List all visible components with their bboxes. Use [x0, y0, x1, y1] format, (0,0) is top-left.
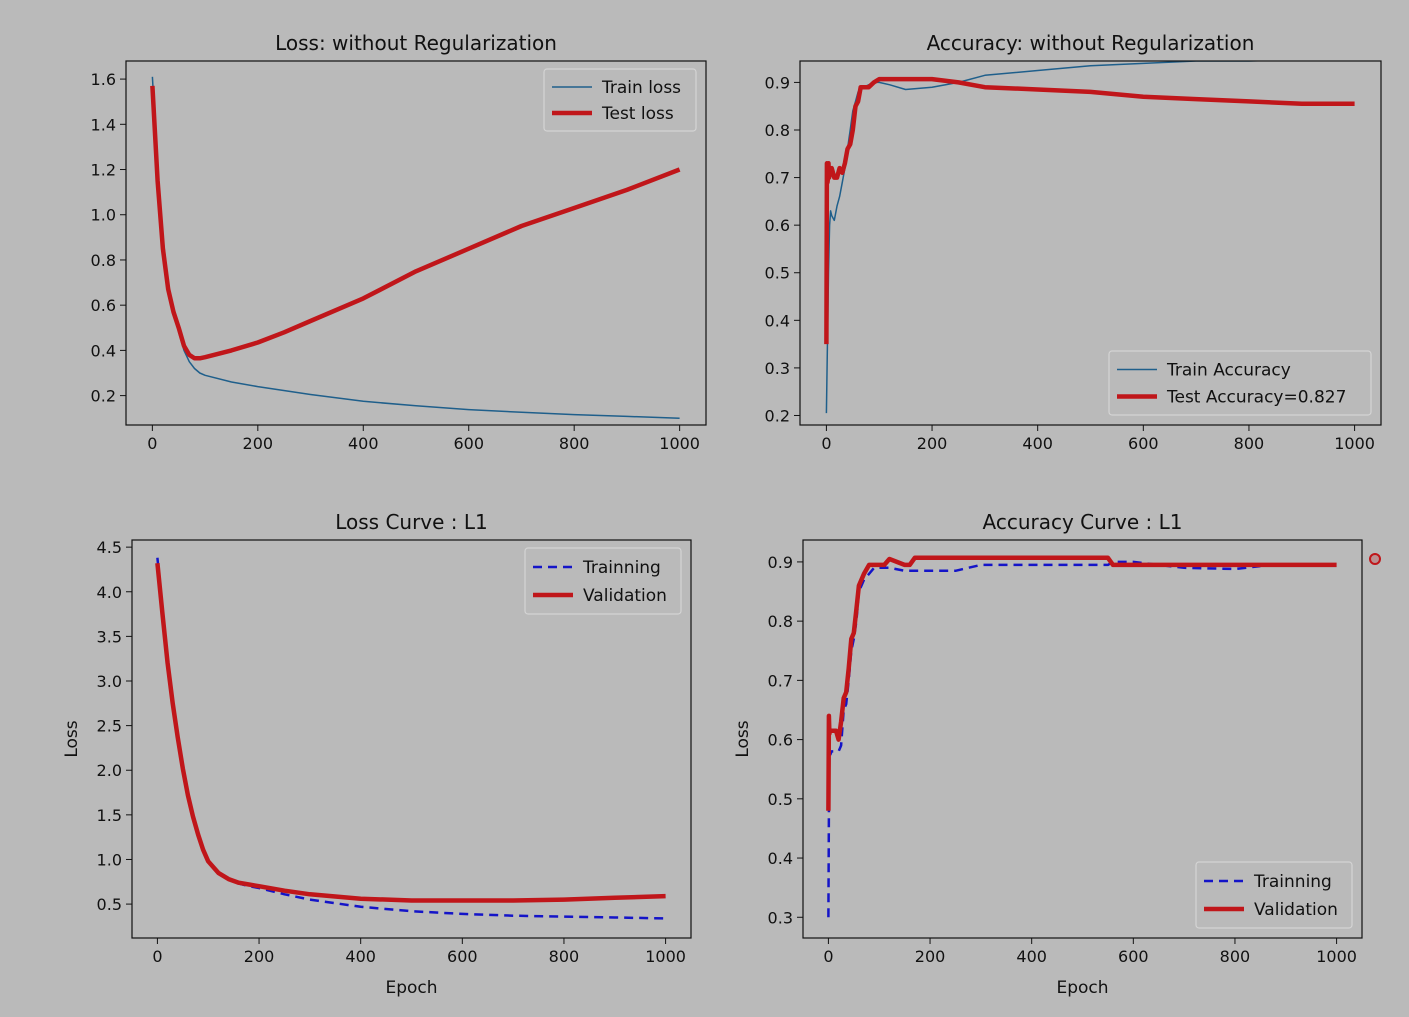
- y-tick-label: 0.8: [765, 121, 790, 140]
- y-tick-label: 0.8: [768, 612, 793, 631]
- x-tick-label: 1000: [645, 947, 686, 966]
- x-tick-label: 0: [821, 434, 831, 453]
- plot-area: [155, 557, 666, 920]
- x-tick-label: 200: [917, 434, 948, 453]
- chart-1: Loss: without Regularization 0 200 400 600 80…: [91, 31, 707, 453]
- x-tick-label: 1000: [659, 434, 700, 453]
- chart-2: Accuracy: without Regularization 0 200 400 6…: [765, 31, 1382, 453]
- x-tick-label: 600: [1118, 947, 1149, 966]
- y-axis-label: Loss: [62, 720, 82, 757]
- y-tick-label: 3.0: [97, 672, 122, 691]
- legend-box: [1108, 350, 1372, 416]
- x-tick-label: 600: [453, 434, 484, 453]
- y-tick-label: 0.3: [768, 908, 793, 927]
- y-tick-label: 0.4: [91, 341, 116, 360]
- y-tick-label: 0.4: [768, 849, 793, 868]
- y-tick-label: 1.0: [91, 206, 116, 225]
- y-tick-label: 0.9: [765, 73, 790, 92]
- y-tick-label: 0.2: [765, 406, 790, 425]
- x-tick-label: 400: [345, 947, 376, 966]
- chart-title: Accuracy: without Regularization: [927, 31, 1255, 55]
- y-tick-label: 0.7: [765, 169, 790, 188]
- x-tick-label: 1000: [1316, 947, 1357, 966]
- x-tick-label: 200: [243, 434, 274, 453]
- legend-label: Test Accuracy=0.827: [1166, 388, 1346, 408]
- x-tick-label: 600: [1128, 434, 1159, 453]
- y-tick-label: 0.5: [97, 895, 122, 914]
- y-tick-label: 4.0: [97, 583, 122, 602]
- legend: Trainning Validation: [524, 547, 682, 615]
- series-line-2: [826, 555, 1337, 811]
- y-tick-label: 1.0: [97, 850, 122, 869]
- series-line-2: [155, 562, 666, 903]
- x-tick-label: 0: [823, 947, 833, 966]
- chart-4: Accuracy Curve : L1 0 200 400 600 800 1000 0.3 0…: [733, 510, 1363, 998]
- x-tick-label: 0: [152, 947, 162, 966]
- y-tick-label: 0.4: [765, 311, 790, 330]
- y-tick-label: 0.3: [765, 359, 790, 378]
- chart-title: Loss: without Regularization: [275, 31, 557, 55]
- legend-label: Train loss: [601, 78, 681, 98]
- legend-label: Train Accuracy: [1166, 361, 1291, 381]
- plot-frame: [131, 539, 692, 939]
- cursor-indicator: [1369, 553, 1381, 565]
- y-tick-label: 1.2: [91, 161, 116, 180]
- y-tick-label: 2.0: [97, 761, 122, 780]
- legend-label: Validation: [1254, 900, 1338, 920]
- plot-area: [150, 76, 681, 419]
- series-line-2: [150, 85, 681, 361]
- x-tick-label: 400: [1016, 947, 1047, 966]
- legend: Trainning Validation: [1195, 861, 1353, 929]
- y-tick-label: 0.7: [768, 671, 793, 690]
- plot-area: [824, 61, 1355, 414]
- chart-title: Accuracy Curve : L1: [983, 510, 1183, 534]
- x-axis-label: Epoch: [385, 978, 437, 998]
- y-tick-label: 0.6: [765, 216, 790, 235]
- x-tick-label: 0: [147, 434, 157, 453]
- plot-frame: [802, 539, 1363, 939]
- y-tick-label: 3.5: [97, 627, 122, 646]
- series-line-2: [824, 76, 1355, 345]
- x-tick-label: 200: [244, 947, 275, 966]
- x-axis-label: Epoch: [1056, 978, 1108, 998]
- legend-label: Trainning: [582, 558, 661, 578]
- x-tick-label: 800: [559, 434, 590, 453]
- legend-box: [524, 547, 682, 615]
- legend-box: [1195, 861, 1353, 929]
- x-tick-label: 800: [1234, 434, 1265, 453]
- legend-label: Trainning: [1253, 872, 1332, 892]
- x-tick-label: 800: [549, 947, 580, 966]
- y-tick-label: 1.5: [97, 806, 122, 825]
- y-tick-label: 0.2: [91, 387, 116, 406]
- plot-area: [826, 555, 1337, 918]
- legend: Train Accuracy Test Accuracy=0.827: [1108, 350, 1372, 416]
- chart-title: Loss Curve : L1: [335, 510, 488, 534]
- y-tick-label: 1.4: [91, 115, 116, 134]
- x-tick-label: 600: [447, 947, 478, 966]
- legend-label: Test loss: [601, 104, 674, 124]
- x-tick-label: 400: [1022, 434, 1053, 453]
- x-tick-label: 1000: [1334, 434, 1375, 453]
- legend-box: [543, 68, 697, 132]
- y-tick-label: 0.6: [768, 731, 793, 750]
- y-tick-label: 0.5: [765, 264, 790, 283]
- legend: Train loss Test loss: [543, 68, 697, 132]
- x-tick-label: 800: [1220, 947, 1251, 966]
- chart-3: Loss Curve : L1 0 200 400 600 800 1000 0.5 1.0 1.…: [62, 510, 692, 998]
- y-tick-label: 0.8: [91, 251, 116, 270]
- plot-frame: [799, 60, 1382, 426]
- x-tick-label: 200: [915, 947, 946, 966]
- legend-label: Validation: [583, 586, 667, 606]
- y-tick-label: 0.6: [91, 296, 116, 315]
- y-tick-label: 1.6: [91, 70, 116, 89]
- y-axis-label: Loss: [733, 720, 753, 757]
- y-tick-label: 4.5: [97, 538, 122, 557]
- plot-frame: [125, 60, 707, 426]
- x-tick-label: 400: [348, 434, 379, 453]
- y-tick-label: 0.9: [768, 553, 793, 572]
- y-tick-label: 2.5: [97, 717, 122, 736]
- y-tick-label: 0.5: [768, 790, 793, 809]
